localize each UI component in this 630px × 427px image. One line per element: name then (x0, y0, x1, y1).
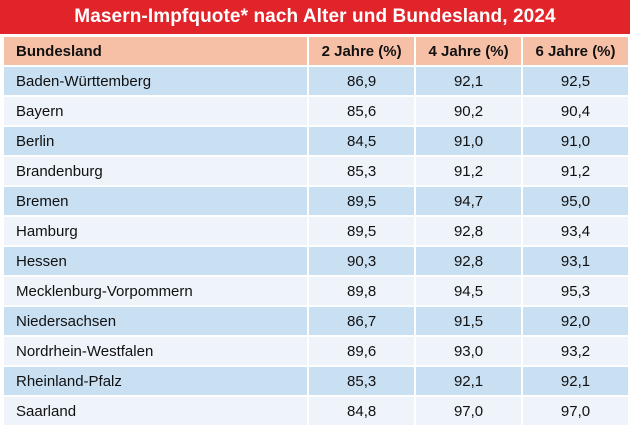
column-header-6-jahre: 6 Jahre (%) (523, 37, 628, 65)
cell-6-jahre: 93,2 (523, 337, 628, 365)
cell-4-jahre: 91,0 (416, 127, 522, 155)
table-row: Niedersachsen 86,7 91,5 92,0 (4, 307, 628, 335)
table-header-row: Bundesland 2 Jahre (%) 4 Jahre (%) 6 Jah… (4, 37, 628, 65)
cell-6-jahre: 91,2 (523, 157, 628, 185)
page-title: Masern-Impfquote* nach Alter und Bundesl… (0, 0, 630, 34)
table-row: Berlin 84,5 91,0 91,0 (4, 127, 628, 155)
cell-bundesland: Rheinland-Pfalz (4, 367, 308, 395)
cell-bundesland: Berlin (4, 127, 308, 155)
cell-4-jahre: 91,5 (416, 307, 522, 335)
cell-6-jahre: 93,1 (523, 247, 628, 275)
cell-4-jahre: 92,1 (416, 367, 522, 395)
cell-2-jahre: 89,5 (309, 187, 415, 215)
cell-bundesland: Brandenburg (4, 157, 308, 185)
cell-2-jahre: 89,8 (309, 277, 415, 305)
table-row: Mecklenburg-Vorpommern 89,8 94,5 95,3 (4, 277, 628, 305)
vaccination-table: Bundesland 2 Jahre (%) 4 Jahre (%) 6 Jah… (2, 35, 630, 427)
cell-2-jahre: 85,3 (309, 367, 415, 395)
cell-2-jahre: 85,3 (309, 157, 415, 185)
cell-6-jahre: 95,0 (523, 187, 628, 215)
cell-bundesland: Niedersachsen (4, 307, 308, 335)
cell-4-jahre: 94,5 (416, 277, 522, 305)
table-row: Bremen 89,5 94,7 95,0 (4, 187, 628, 215)
cell-2-jahre: 85,6 (309, 97, 415, 125)
cell-4-jahre: 91,2 (416, 157, 522, 185)
cell-2-jahre: 86,9 (309, 67, 415, 95)
table-row: Hessen 90,3 92,8 93,1 (4, 247, 628, 275)
cell-6-jahre: 92,5 (523, 67, 628, 95)
cell-4-jahre: 92,8 (416, 247, 522, 275)
cell-6-jahre: 92,0 (523, 307, 628, 335)
cell-bundesland: Mecklenburg-Vorpommern (4, 277, 308, 305)
table-row: Nordrhein-Westfalen 89,6 93,0 93,2 (4, 337, 628, 365)
cell-6-jahre: 92,1 (523, 367, 628, 395)
cell-4-jahre: 97,0 (416, 397, 522, 425)
cell-2-jahre: 84,5 (309, 127, 415, 155)
cell-bundesland: Saarland (4, 397, 308, 425)
cell-6-jahre: 95,3 (523, 277, 628, 305)
cell-bundesland: Nordrhein-Westfalen (4, 337, 308, 365)
cell-4-jahre: 90,2 (416, 97, 522, 125)
cell-bundesland: Baden-Württemberg (4, 67, 308, 95)
cell-4-jahre: 92,8 (416, 217, 522, 245)
cell-bundesland: Bayern (4, 97, 308, 125)
cell-2-jahre: 90,3 (309, 247, 415, 275)
table-row: Baden-Württemberg 86,9 92,1 92,5 (4, 67, 628, 95)
column-header-4-jahre: 4 Jahre (%) (416, 37, 522, 65)
cell-2-jahre: 86,7 (309, 307, 415, 335)
column-header-2-jahre: 2 Jahre (%) (309, 37, 415, 65)
cell-6-jahre: 90,4 (523, 97, 628, 125)
cell-bundesland: Hessen (4, 247, 308, 275)
table-row: Rheinland-Pfalz 85,3 92,1 92,1 (4, 367, 628, 395)
cell-2-jahre: 84,8 (309, 397, 415, 425)
table-row: Bayern 85,6 90,2 90,4 (4, 97, 628, 125)
cell-bundesland: Bremen (4, 187, 308, 215)
cell-2-jahre: 89,5 (309, 217, 415, 245)
cell-4-jahre: 92,1 (416, 67, 522, 95)
cell-6-jahre: 93,4 (523, 217, 628, 245)
cell-6-jahre: 91,0 (523, 127, 628, 155)
cell-2-jahre: 89,6 (309, 337, 415, 365)
cell-6-jahre: 97,0 (523, 397, 628, 425)
table-row: Saarland 84,8 97,0 97,0 (4, 397, 628, 425)
cell-4-jahre: 93,0 (416, 337, 522, 365)
cell-bundesland: Hamburg (4, 217, 308, 245)
table-row: Brandenburg 85,3 91,2 91,2 (4, 157, 628, 185)
column-header-bundesland: Bundesland (4, 37, 308, 65)
cell-4-jahre: 94,7 (416, 187, 522, 215)
table-row: Hamburg 89,5 92,8 93,4 (4, 217, 628, 245)
table-body: Baden-Württemberg 86,9 92,1 92,5 Bayern 85,6 9… (4, 67, 628, 425)
